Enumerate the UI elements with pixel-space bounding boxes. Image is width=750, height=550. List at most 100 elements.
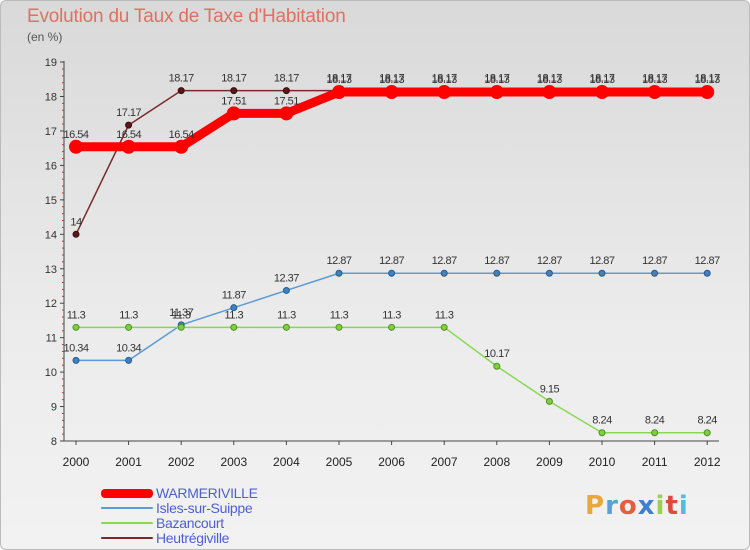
data-point-bazancourt xyxy=(440,323,448,331)
x-tick-label: 2000 xyxy=(63,455,90,469)
data-point-bazancourt xyxy=(177,323,185,331)
data-label-isles-sur-suippe: 11.87 xyxy=(222,290,247,302)
data-label-heutregiville: 18.17 xyxy=(695,73,720,85)
data-point-warmeriville xyxy=(332,85,346,100)
data-label-bazancourt: 11.3 xyxy=(277,309,296,321)
data-label-isles-sur-suippe: 12.87 xyxy=(537,255,562,267)
series-line-heutregiville xyxy=(75,89,708,236)
legend-swatch-bazancourt xyxy=(101,522,153,524)
x-tick-label: 2012 xyxy=(694,455,721,469)
data-label-warmeriville: 18.13 xyxy=(589,74,614,86)
series-line-bazancourt xyxy=(75,326,708,434)
data-point-bazancourt xyxy=(125,323,133,331)
data-label-heutregiville: 18.17 xyxy=(221,73,246,85)
y-tick-label: 14 xyxy=(45,229,57,241)
data-point-isles-sur-suippe xyxy=(545,269,553,277)
logo-letter: o xyxy=(618,491,638,521)
data-label-isles-sur-suippe: 12.37 xyxy=(274,272,299,284)
data-label-heutregiville: 18.17 xyxy=(169,73,194,85)
data-label-bazancourt: 8.24 xyxy=(645,415,665,427)
data-label-heutregiville: 18.17 xyxy=(274,73,299,85)
data-point-isles-sur-suippe xyxy=(335,269,343,277)
data-label-warmeriville: 18.13 xyxy=(642,74,667,86)
data-point-isles-sur-suippe xyxy=(282,286,290,294)
y-tick-label: 17 xyxy=(45,126,57,138)
legend-swatch-warmeriville xyxy=(101,489,153,498)
y-tick-label: 18 xyxy=(45,92,57,104)
data-label-warmeriville: 16.54 xyxy=(116,129,141,141)
y-tick-label: 13 xyxy=(45,264,57,276)
data-label-heutregiville: 17.17 xyxy=(116,107,141,119)
data-label-warmeriville: 16.54 xyxy=(63,129,88,141)
chart-subtitle: (en %) xyxy=(27,30,63,44)
data-label-bazancourt: 11.3 xyxy=(382,309,401,321)
data-label-bazancourt: 8.24 xyxy=(592,415,612,427)
data-label-isles-sur-suippe: 11.37 xyxy=(169,307,194,319)
data-label-isles-sur-suippe: 12.87 xyxy=(642,255,667,267)
x-tick-label: 2006 xyxy=(378,455,405,469)
legend-swatch-isles-sur-suippe xyxy=(101,507,153,509)
y-tick-label: 15 xyxy=(45,195,57,207)
data-label-heutregiville: 18.17 xyxy=(432,73,457,85)
y-tick-label: 19 xyxy=(45,57,57,69)
data-point-bazancourt xyxy=(703,429,711,437)
chart-axes: 8 9 10 11 12 13 14 15 16 17 18 19 2000 2001 2002 2003 20… xyxy=(45,57,721,469)
data-label-warmeriville: 16.54 xyxy=(169,129,194,141)
data-point-bazancourt xyxy=(335,323,343,331)
data-point-warmeriville xyxy=(437,85,452,100)
data-label-bazancourt: 11.3 xyxy=(119,309,138,321)
x-tick-label: 2011 xyxy=(642,455,668,469)
data-point-bazancourt xyxy=(230,323,238,331)
x-tick-label: 2009 xyxy=(536,455,563,469)
x-tick-label: 2008 xyxy=(483,455,510,469)
logo-letter: x xyxy=(637,491,656,521)
x-tick-label: 2002 xyxy=(168,455,195,469)
data-label-warmeriville: 18.13 xyxy=(379,74,404,86)
data-label-warmeriville: 18.13 xyxy=(432,74,457,86)
data-point-warmeriville xyxy=(700,85,715,100)
data-point-isles-sur-suippe xyxy=(440,269,448,277)
data-point-bazancourt xyxy=(493,362,501,370)
x-tick-label: 2003 xyxy=(220,455,247,469)
data-label-isles-sur-suippe: 12.87 xyxy=(484,255,509,267)
data-point-isles-sur-suippe xyxy=(703,269,711,277)
data-label-bazancourt: 11.3 xyxy=(330,309,349,321)
data-label-heutregiville: 18.17 xyxy=(537,73,562,85)
data-point-isles-sur-suippe xyxy=(493,269,501,277)
data-point-bazancourt xyxy=(388,323,396,331)
data-point-bazancourt xyxy=(282,323,290,331)
data-label-warmeriville: 18.13 xyxy=(537,74,562,86)
data-point-isles-sur-suippe xyxy=(72,356,80,364)
y-tick-label: 8 xyxy=(51,436,57,448)
y-tick-label: 12 xyxy=(45,298,57,310)
legend-label-heutregiville: Heutrégiville xyxy=(156,530,230,546)
y-tick-label: 11 xyxy=(46,333,57,345)
data-label-heutregiville: 18.17 xyxy=(642,73,667,85)
data-point-warmeriville xyxy=(121,139,136,154)
data-label-heutregiville: 18.17 xyxy=(589,73,614,85)
data-point-warmeriville xyxy=(489,85,504,100)
data-label-bazancourt: 11.3 xyxy=(225,309,244,321)
data-label-bazancourt: 11.3 xyxy=(67,309,86,321)
x-tick-label: 2001 xyxy=(115,455,142,469)
data-point-warmeriville xyxy=(595,85,609,100)
x-tick-label: 2004 xyxy=(273,455,300,469)
data-point-isles-sur-suippe xyxy=(230,304,238,312)
logo-letter: P xyxy=(585,491,606,521)
x-tick-label: 2010 xyxy=(589,455,616,469)
logo-letter: r xyxy=(605,491,619,521)
data-label-heutregiville: 18.17 xyxy=(484,73,509,85)
data-point-heutregiville xyxy=(177,87,185,95)
legend-swatch-heutregiville xyxy=(101,537,153,539)
data-point-warmeriville xyxy=(69,139,83,154)
data-label-warmeriville: 18.13 xyxy=(326,74,351,86)
data-label-warmeriville: 18.13 xyxy=(484,74,509,86)
data-point-heutregiville xyxy=(72,230,80,238)
data-point-isles-sur-suippe xyxy=(598,269,606,277)
data-label-isles-sur-suippe: 12.87 xyxy=(695,255,720,267)
data-label-isles-sur-suippe: 12.87 xyxy=(379,255,404,267)
legend-label-warmeriville: WARMERIVILLE xyxy=(156,485,258,501)
data-point-isles-sur-suippe xyxy=(125,356,133,364)
